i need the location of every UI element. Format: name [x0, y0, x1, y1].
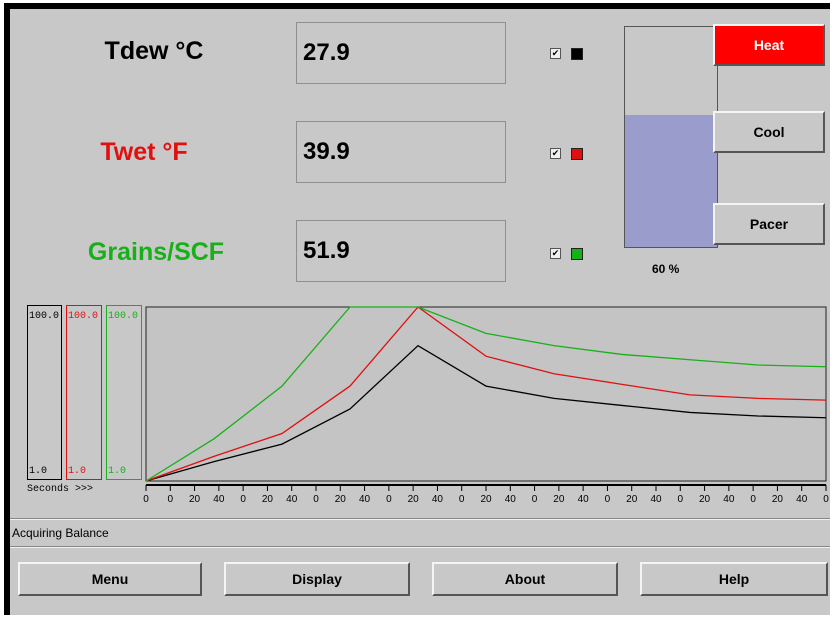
heat-button[interactable]: Heat [713, 24, 825, 66]
help-button[interactable]: Help [640, 562, 828, 596]
x-tick-label: 20 [408, 494, 420, 505]
grains-label: Grains/SCF [87, 238, 225, 266]
grains-color-swatch [571, 248, 583, 260]
scale-twet-max: 100.0 [68, 311, 99, 322]
tdew-checkbox[interactable]: ✔ [550, 48, 561, 59]
scale-twet: 100.0 1.0 [66, 305, 102, 480]
grains-value-field: 51.9 [296, 220, 506, 282]
x-tick-label: 40 [578, 494, 590, 505]
x-tick-label: 0 [823, 494, 829, 505]
scale-grains-max: 100.0 [108, 311, 139, 322]
x-tick-label: 40 [432, 494, 444, 505]
x-tick-label: 20 [553, 494, 565, 505]
scale-tdew-min: 1.0 [29, 466, 48, 477]
x-tick-label: 40 [796, 494, 808, 505]
x-tick-label: 40 [213, 494, 225, 505]
x-tick-label: 40 [286, 494, 298, 505]
x-tick-label: 0 [240, 494, 246, 505]
status-separator [10, 518, 830, 520]
series-line-2 [145, 306, 827, 482]
twet-color-swatch [571, 148, 583, 160]
twet-label: Twet °F [100, 138, 188, 166]
x-tick-label: 20 [772, 494, 784, 505]
x-axis-caption: Seconds >>> [27, 484, 94, 495]
tdew-value-field: 27.9 [296, 22, 506, 84]
x-tick-label: 0 [313, 494, 319, 505]
x-tick-label: 0 [386, 494, 392, 505]
grains-checkbox[interactable]: ✔ [550, 248, 561, 259]
x-tick-label: 40 [359, 494, 371, 505]
series-line-0 [145, 344, 827, 482]
x-tick-label: 20 [262, 494, 274, 505]
x-tick-label: 20 [480, 494, 492, 505]
x-tick-label: 0 [143, 494, 149, 505]
scale-tdew: 100.0 1.0 [27, 305, 62, 480]
x-tick-label: 40 [723, 494, 735, 505]
twet-checkbox[interactable]: ✔ [550, 148, 561, 159]
menu-button[interactable]: Menu [18, 562, 202, 596]
tdew-label: Tdew °C [104, 37, 204, 65]
x-tick-label: 20 [189, 494, 201, 505]
x-tick-label: 0 [532, 494, 538, 505]
status-text: Acquiring Balance [12, 526, 109, 540]
scale-grains-min: 1.0 [108, 466, 127, 477]
x-tick-label: 0 [168, 494, 174, 505]
plot-area [145, 306, 827, 482]
scale-tdew-max: 100.0 [29, 311, 60, 322]
status-separator-bottom [10, 546, 830, 548]
scale-twet-min: 1.0 [68, 466, 87, 477]
level-gauge-fill [625, 115, 717, 247]
tdew-color-swatch [571, 48, 583, 60]
x-tick-label: 40 [505, 494, 517, 505]
x-tick-label: 20 [699, 494, 711, 505]
x-tick-label: 0 [750, 494, 756, 505]
level-gauge [624, 26, 718, 248]
scale-grains: 100.0 1.0 [106, 305, 142, 480]
twet-value-field: 39.9 [296, 121, 506, 183]
display-button[interactable]: Display [224, 562, 410, 596]
x-tick-label: 20 [626, 494, 638, 505]
x-tick-label: 40 [650, 494, 662, 505]
about-button[interactable]: About [432, 562, 618, 596]
x-tick-label: 0 [605, 494, 611, 505]
x-tick-label: 0 [459, 494, 465, 505]
gauge-percent: 60 % [652, 262, 680, 276]
cool-button[interactable]: Cool [713, 111, 825, 153]
x-tick-label: 0 [678, 494, 684, 505]
x-tick-label: 20 [335, 494, 347, 505]
series-line-1 [145, 306, 827, 482]
pacer-button[interactable]: Pacer [713, 203, 825, 245]
